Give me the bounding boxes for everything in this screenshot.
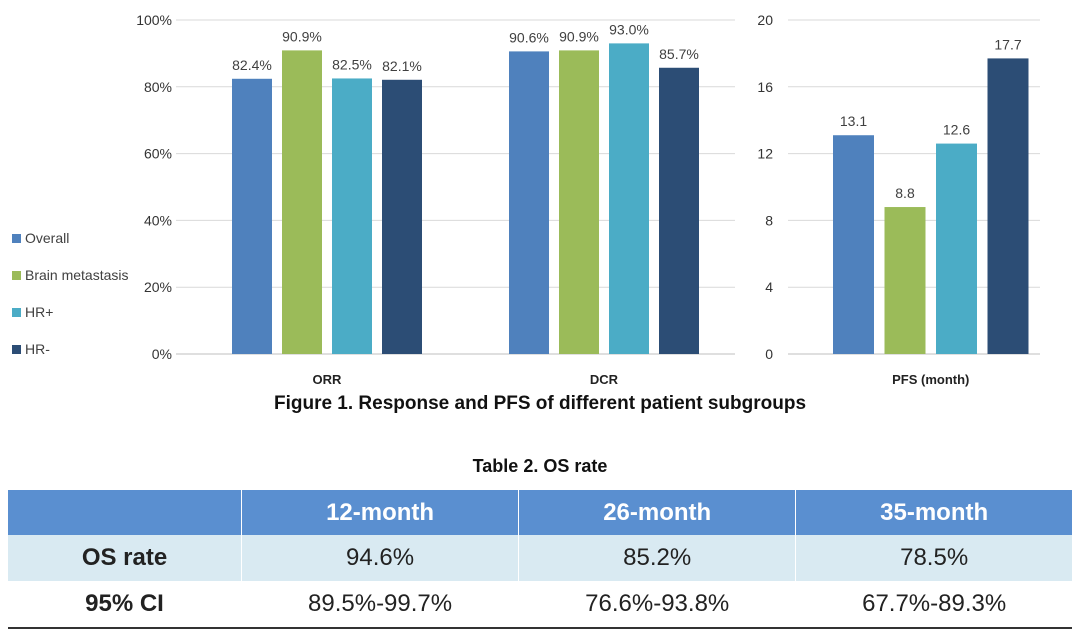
table-header-cell: 35-month bbox=[795, 490, 1072, 535]
table-row-label: 95% CI bbox=[8, 581, 242, 629]
table-cell: 67.7%-89.3% bbox=[795, 581, 1072, 629]
bar bbox=[282, 50, 322, 354]
table-row: 95% CI 89.5%-99.7% 76.6%-93.8% 67.7%-89.… bbox=[8, 581, 1072, 629]
data-label: 93.0% bbox=[609, 21, 649, 37]
bar bbox=[332, 78, 372, 354]
figure-caption: Figure 1. Response and PFS of different … bbox=[273, 393, 807, 414]
legend-label: HR- bbox=[25, 341, 50, 357]
os-rate-table: 12-month 26-month 35-month OS rate 94.6%… bbox=[8, 490, 1072, 629]
bar bbox=[509, 51, 549, 355]
legend-swatch bbox=[12, 271, 21, 280]
y-tick-label: 12 bbox=[757, 146, 773, 162]
legend-label: HR+ bbox=[25, 304, 53, 320]
table-cell: 76.6%-93.8% bbox=[518, 581, 796, 629]
y-tick-label: 0 bbox=[765, 346, 773, 362]
bar bbox=[559, 50, 599, 354]
table-row-label: OS rate bbox=[8, 535, 242, 581]
bar bbox=[659, 67, 699, 355]
table-header-row: 12-month 26-month 35-month bbox=[8, 490, 1072, 535]
bar bbox=[987, 58, 1029, 354]
table-row: OS rate 94.6% 85.2% 78.5% bbox=[8, 535, 1072, 581]
table-header-cell bbox=[8, 490, 242, 535]
legend-swatch bbox=[12, 234, 21, 243]
data-label: 90.6% bbox=[509, 29, 549, 45]
data-label: 17.7 bbox=[994, 36, 1021, 52]
bar bbox=[936, 143, 977, 354]
x-category-label: DCR bbox=[590, 372, 619, 387]
y-tick-label: 20 bbox=[757, 12, 773, 28]
legend-swatch bbox=[12, 345, 21, 354]
data-label: 85.7% bbox=[659, 46, 699, 62]
legend-swatch bbox=[12, 308, 21, 317]
y-tick-label: 4 bbox=[765, 279, 773, 295]
y-tick-label: 80% bbox=[144, 79, 172, 95]
x-category-label: ORR bbox=[313, 372, 343, 387]
bar bbox=[833, 135, 874, 354]
y-tick-label: 16 bbox=[757, 79, 773, 95]
table-cell: 85.2% bbox=[518, 535, 796, 581]
table-title: Table 2. OS rate bbox=[472, 456, 608, 476]
y-tick-label: 100% bbox=[136, 12, 172, 28]
x-category-label: PFS (month) bbox=[892, 372, 969, 387]
data-label: 13.1 bbox=[840, 113, 867, 129]
data-label: 82.5% bbox=[332, 56, 372, 72]
bar bbox=[382, 79, 422, 354]
bar bbox=[609, 43, 649, 354]
data-label: 8.8 bbox=[895, 185, 915, 201]
legend-label: Brain metastasis bbox=[25, 267, 128, 283]
y-tick-label: 0% bbox=[152, 346, 172, 362]
table-cell: 89.5%-99.7% bbox=[240, 581, 519, 629]
y-tick-label: 20% bbox=[144, 279, 172, 295]
table-header-cell: 26-month bbox=[518, 490, 796, 535]
table-cell: 94.6% bbox=[240, 535, 519, 581]
y-tick-label: 60% bbox=[144, 146, 172, 162]
table-header-cell: 12-month bbox=[240, 490, 519, 535]
bar bbox=[232, 78, 272, 354]
data-label: 82.4% bbox=[232, 57, 272, 73]
y-tick-label: 40% bbox=[144, 212, 172, 228]
table-cell: 78.5% bbox=[795, 535, 1072, 581]
bar bbox=[884, 207, 926, 354]
y-tick-label: 8 bbox=[765, 212, 773, 228]
figure-charts: 0% 20% 40% 60% 80% 100% 82.4% 90.9% 82.5% 82.1% OR… bbox=[12, 12, 1040, 387]
data-label: 12.6 bbox=[943, 122, 970, 138]
legend-label: Overall bbox=[25, 230, 69, 246]
data-label: 90.9% bbox=[559, 28, 599, 44]
data-label: 82.1% bbox=[382, 58, 422, 74]
data-label: 90.9% bbox=[282, 28, 322, 44]
